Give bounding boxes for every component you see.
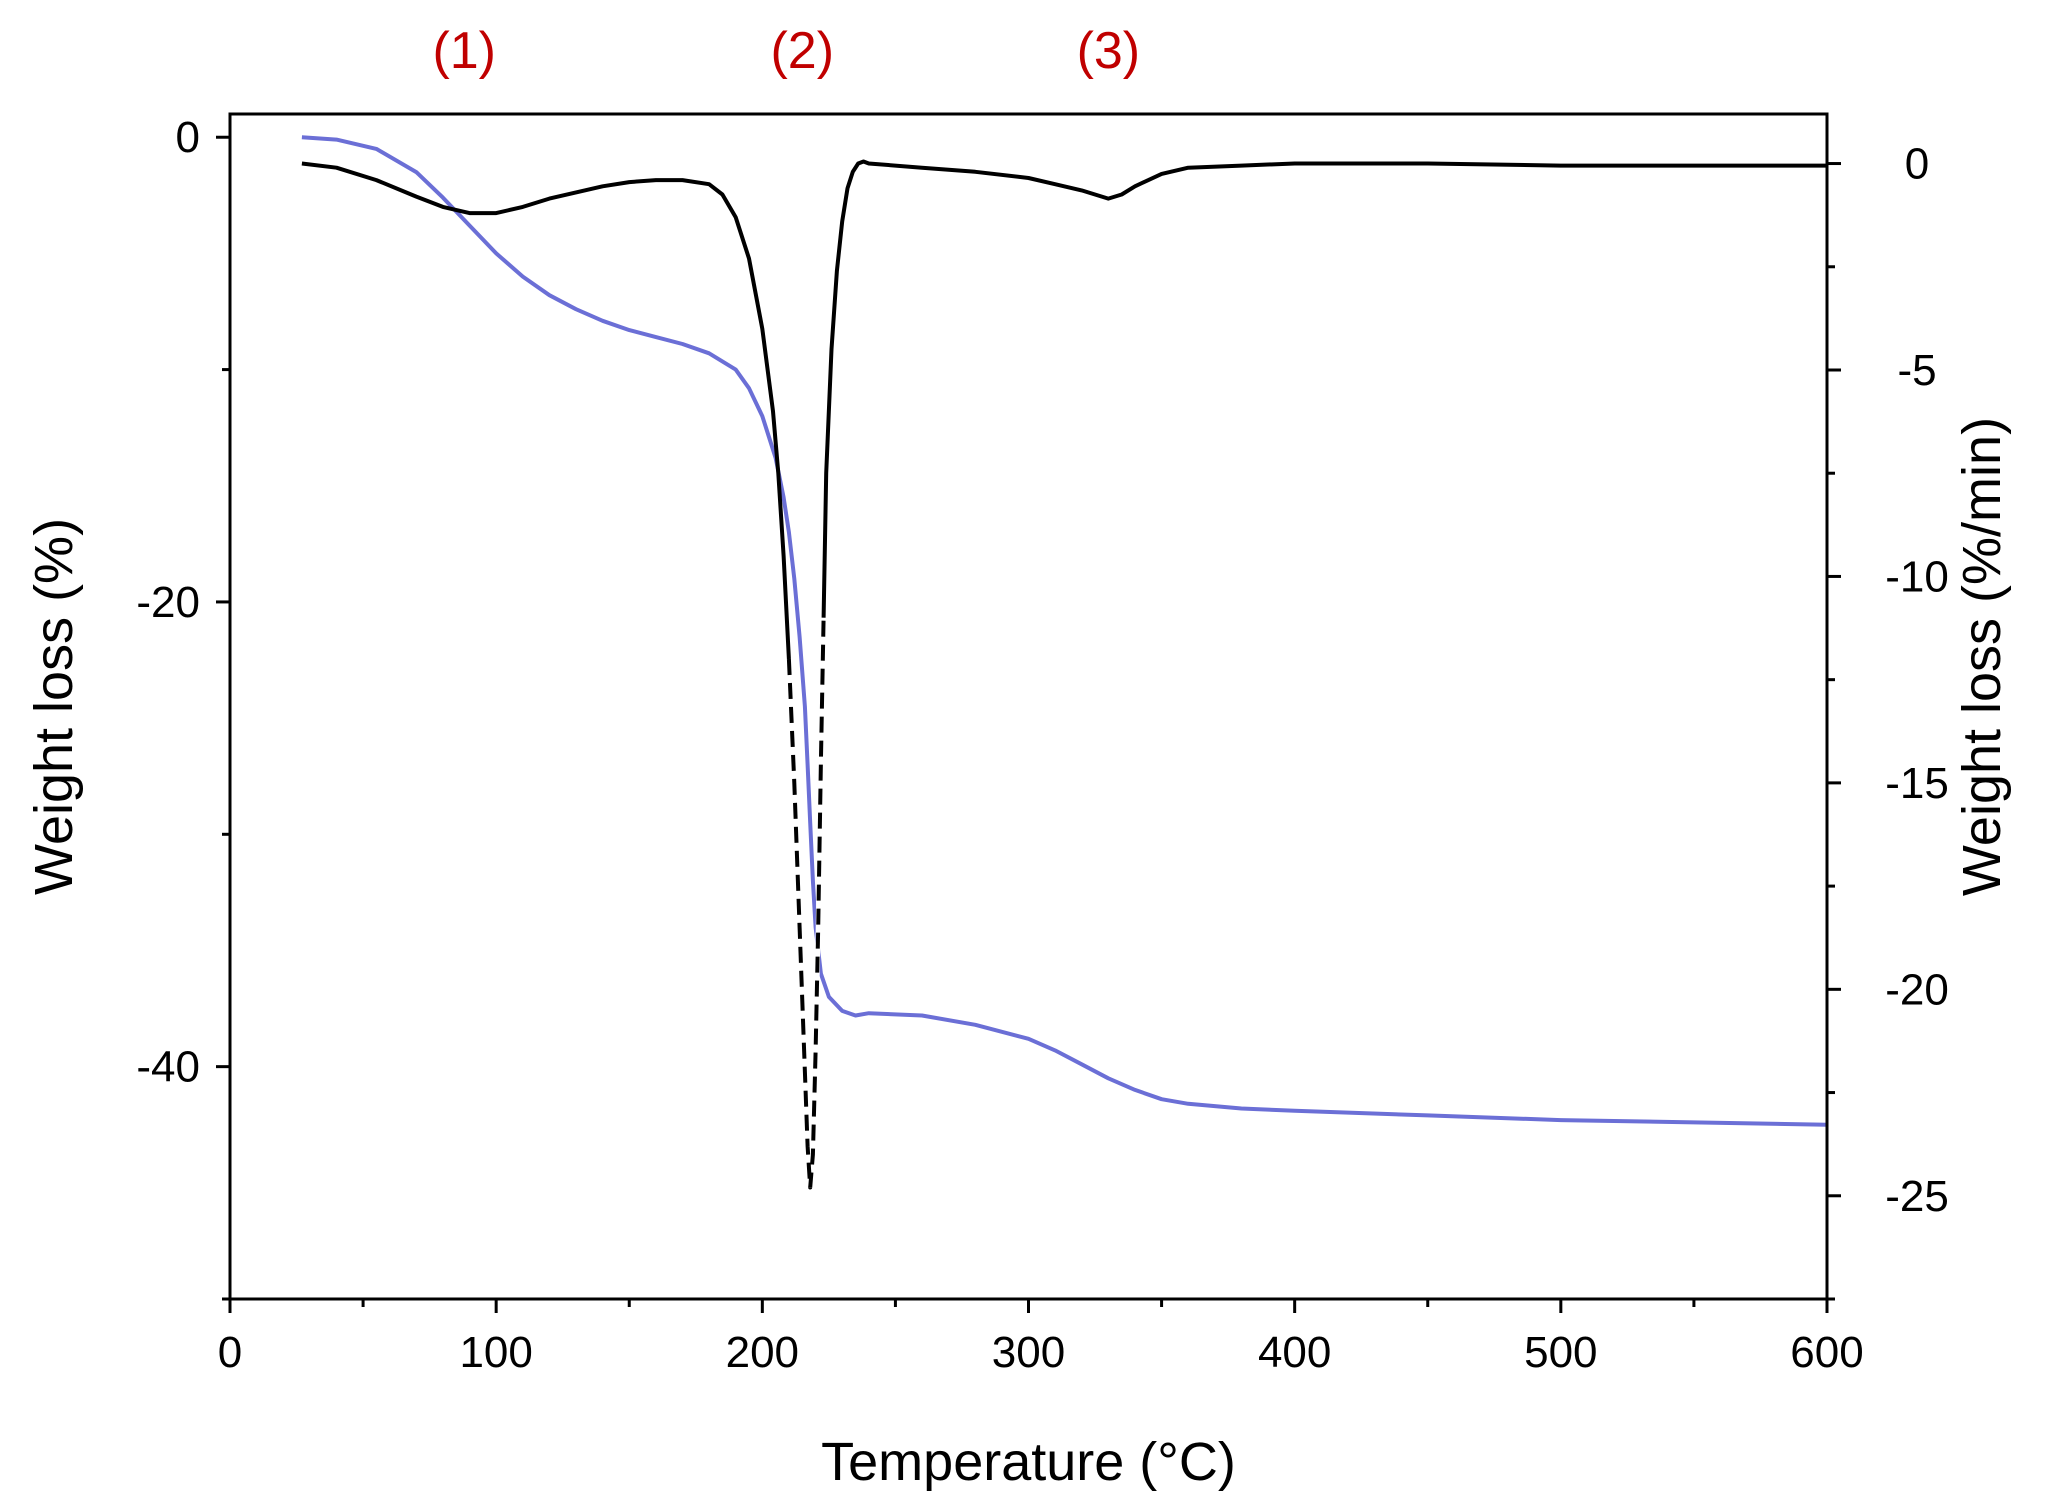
y-right-tick-label-0: 0 <box>1905 140 1929 189</box>
y-left-tick-label--20: -20 <box>136 578 200 627</box>
series-layer <box>301 135 1828 1190</box>
x-axis-title: Temperature (°C) <box>821 1432 1236 1492</box>
right-y-axis-title: Weight loss (%/min) <box>1952 417 2012 896</box>
annotation-layer: (1) (2) (3) <box>432 22 1140 80</box>
y-right-tick-label--25: -25 <box>1885 1172 1949 1221</box>
y-right-tick-label--15: -15 <box>1885 759 1949 808</box>
x-tick-label-200: 200 <box>726 1328 799 1377</box>
x-tick-label-0: 0 <box>218 1328 242 1377</box>
y-right-tick-label--20: -20 <box>1885 965 1949 1014</box>
annotation-2: (2) <box>770 22 834 80</box>
y-left-tick-label-0: 0 <box>176 113 200 162</box>
annotation-3: (3) <box>1077 22 1141 80</box>
x-tick-label-100: 100 <box>459 1328 532 1377</box>
x-tick-label-300: 300 <box>992 1328 1065 1377</box>
x-tick-label-500: 500 <box>1524 1328 1597 1377</box>
x-tick-label-600: 600 <box>1790 1328 1863 1377</box>
y-left-tick-label--40: -40 <box>136 1043 200 1092</box>
x-tick-label-400: 400 <box>1258 1328 1331 1377</box>
left-y-axis-title: Weight loss (%) <box>24 518 84 895</box>
dtg-peak-dashed-line <box>786 617 826 1188</box>
y-right-tick-label--10: -10 <box>1885 552 1949 601</box>
tg-series-line <box>301 135 1828 1127</box>
annotation-1: (1) <box>432 22 496 80</box>
tick-layer: 0 100 200 300 400 500 600 0 -20 -40 0 -5 -10 -15 -20 -2… <box>136 113 1948 1377</box>
y-right-tick-label--5: -5 <box>1897 346 1936 395</box>
dtg-series-line <box>301 159 1827 1190</box>
